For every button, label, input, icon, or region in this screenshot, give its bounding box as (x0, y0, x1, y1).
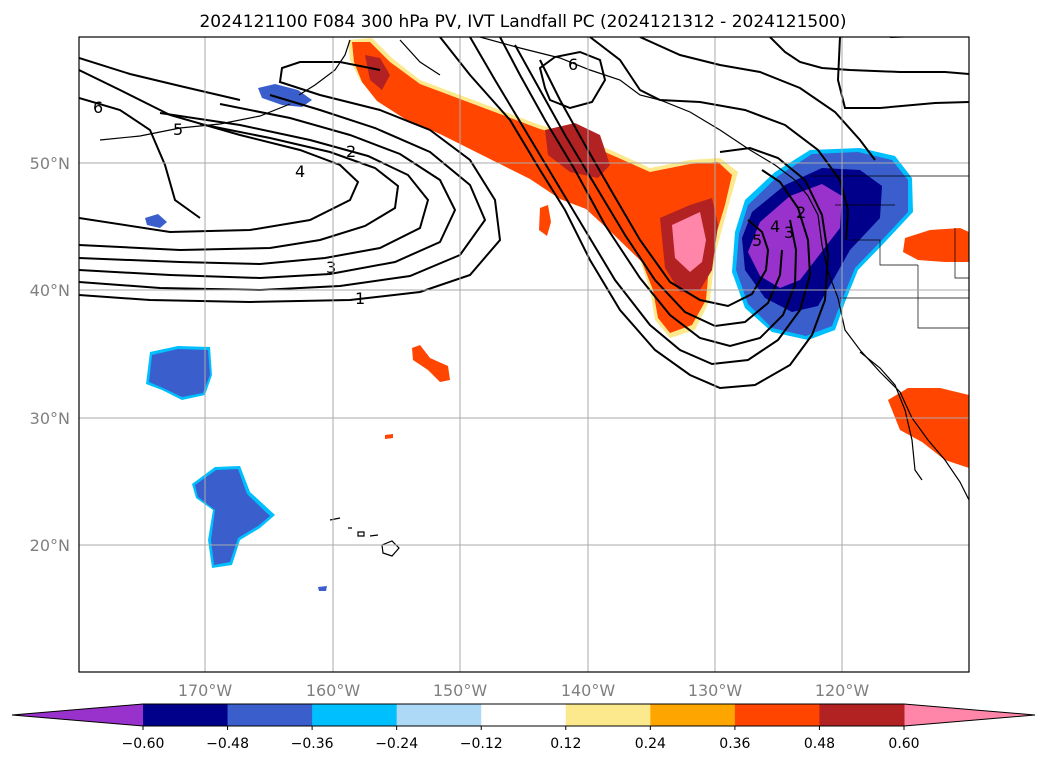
colorbar-tick-label: 0.36 (719, 736, 750, 752)
positive-pc-area (545, 123, 610, 178)
pv-contours (79, 37, 969, 390)
positive-pc-area (385, 434, 393, 439)
figure-title: 2024121100 F084 300 hPa PV, IVT Landfall… (199, 12, 846, 32)
coastline (859, 351, 923, 481)
pv-contour-line (836, 37, 969, 109)
colorbar-tick-label: −0.24 (375, 736, 418, 752)
colorbar-segment (650, 704, 736, 726)
colorbar-tick-label: −0.36 (291, 736, 334, 752)
colorbar-tick-label: −0.48 (206, 736, 249, 752)
colorbar-tick-label: 0.48 (804, 736, 835, 752)
lon-tick-label: 150°W (433, 681, 488, 700)
colorbar-tick-label: 0.12 (550, 736, 581, 752)
negative-pc-area (195, 469, 270, 565)
colorbar-segment (227, 704, 313, 726)
contour-label: 6 (93, 98, 103, 117)
pv-contour-line (439, 37, 830, 390)
negative-pc-area (145, 214, 167, 228)
colorbar-extend-high (904, 704, 1035, 726)
colorbar-tick-label: 0.24 (635, 736, 666, 752)
negative-pc-area (318, 586, 327, 591)
positive-pc-area (888, 388, 969, 468)
lon-tick-label: 160°W (306, 681, 361, 700)
lat-tick-label: 50°N (30, 154, 70, 173)
colorbar-segment (565, 704, 651, 726)
lon-tick-label: 170°W (178, 681, 233, 700)
colorbar-segment (481, 704, 567, 726)
negative-pc-area (149, 349, 210, 397)
positive-pc-area (412, 345, 450, 382)
lon-tick-label: 120°W (815, 681, 870, 700)
colorbar-tick-label: 0.60 (888, 736, 919, 752)
pv-contour-line (769, 37, 969, 75)
state-border (835, 204, 969, 329)
pv-contour-line (79, 112, 430, 266)
map-frame (78, 36, 970, 673)
pv-contour-line (79, 123, 400, 252)
contour-label: 2 (346, 142, 356, 161)
pv-contour-line (538, 50, 607, 110)
colorbar-segment (143, 704, 229, 726)
colorbar-extend-low (12, 704, 143, 726)
coastlines (99, 37, 969, 557)
pv-contour-labels: 6 5 2 4 3 1 6 5 4 3 2 (93, 55, 806, 308)
colorbar-segment (734, 704, 820, 726)
positive-pc-area (539, 205, 551, 236)
colorbar-segment (819, 704, 905, 726)
gridlines (79, 37, 969, 672)
lat-tick-label: 30°N (30, 409, 70, 428)
pv-contour-line (539, 59, 770, 308)
contour-label: 6 (568, 55, 578, 74)
lon-tick-label: 130°W (688, 681, 743, 700)
pv-contour-line (79, 97, 201, 219)
pv-contour-line (79, 61, 502, 304)
contour-label: 4 (295, 162, 305, 181)
contour-label: 3 (326, 258, 336, 277)
positive-pc-area (903, 228, 969, 262)
pv-contour-line (79, 57, 241, 101)
ivt-shading (145, 38, 969, 591)
positive-pc-area (365, 55, 390, 90)
lat-tick-label: 40°N (30, 281, 70, 300)
colorbar-tick-label: −0.12 (460, 736, 503, 752)
coastline (329, 517, 400, 557)
lat-tick-labels: 50°N 40°N 30°N 20°N (30, 154, 70, 555)
pv-contour-line (639, 37, 876, 161)
colorbar-segment (312, 704, 398, 726)
lon-tick-labels: 170°W 160°W 150°W 140°W 130°W 120°W (178, 681, 870, 700)
lon-tick-label: 140°W (561, 681, 616, 700)
pv-contour-line (79, 103, 457, 280)
colorbar-tick-label: −0.60 (122, 736, 165, 752)
positive-pc-area (352, 42, 732, 333)
contour-label: 3 (784, 223, 794, 242)
negative-pc-area (258, 84, 312, 107)
pv-contour-line (79, 69, 360, 234)
map-area: 6 5 2 4 3 1 6 5 4 3 2 (79, 37, 969, 672)
colorbar-segment (396, 704, 482, 726)
contour-label: 5 (173, 120, 183, 139)
contour-label: 4 (770, 217, 780, 236)
pv-contour-line (514, 44, 783, 328)
contour-label: 5 (752, 231, 762, 250)
coastline (298, 37, 969, 501)
contour-label: 2 (796, 203, 806, 222)
contour-label: 1 (355, 289, 365, 308)
lat-tick-label: 20°N (30, 536, 70, 555)
pv-contour-line (589, 37, 850, 241)
positive-pc-area (672, 212, 706, 272)
colorbar: −0.60 −0.48 −0.36 −0.24 −0.12 0.12 0.24 0.36 0.4… (11, 703, 1036, 752)
